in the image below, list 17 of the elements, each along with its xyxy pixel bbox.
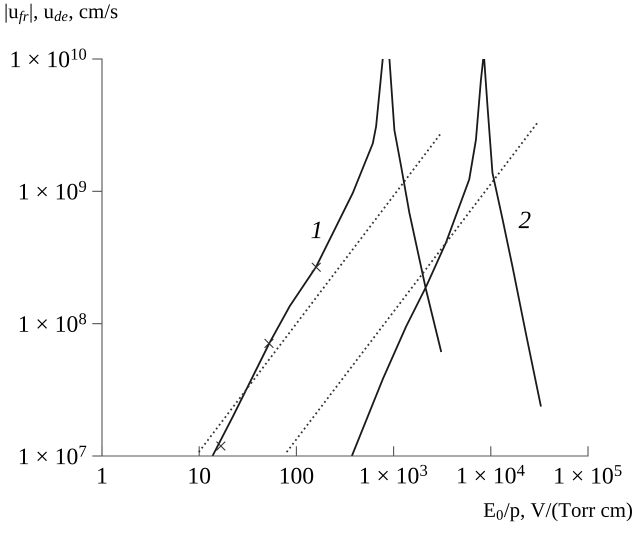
point (264, 338, 274, 348)
y-tick-label: 1 × 10$^{7}$ (20, 446, 86, 464)
x-axis-title: E$_{0}$/p, V/(Torr cm) (484, 502, 632, 522)
x-tick-label: 100 (280, 468, 314, 484)
y-tick-label: 1 × 10$^{8}$ (20, 313, 86, 332)
x-tick-label: 1 × 10$^{5}$ (555, 465, 622, 484)
y-tick-label: 1 × 10$^{9}$ (20, 180, 86, 200)
x-tick-label: 10 (189, 468, 210, 484)
point (311, 262, 322, 272)
y-tick-label: 1 × 10$^{10}$ (12, 48, 86, 68)
annotation: 1 (311, 222, 320, 238)
x-tick-label: 1 (98, 468, 106, 484)
x-tick-label: 1 × 10$^{3}$ (360, 464, 428, 484)
y-axis-title: |u$_{fr}$|, u$_{de}$, cm/s (6, 4, 118, 24)
point (216, 441, 226, 451)
annotation: 2 (518, 212, 531, 228)
x-tick-label: 1 × 10$^{4}$ (458, 464, 525, 484)
